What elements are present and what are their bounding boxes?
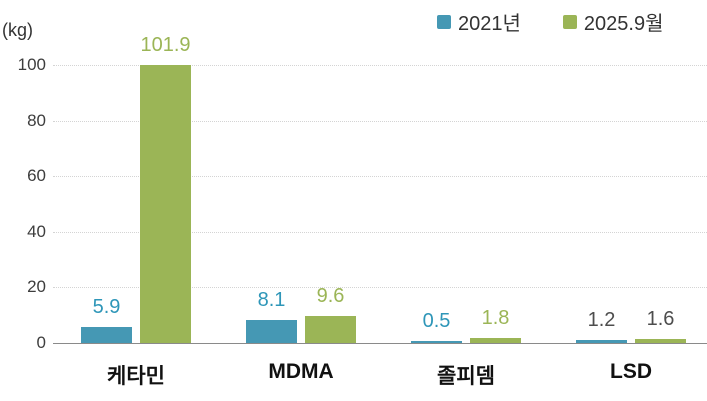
y-tick-0: 0 [36,333,46,352]
bar-series0-LSD [576,340,627,343]
legend-item-2025: 2025.9월 [562,7,664,36]
bar-series1-MDMA [305,316,356,343]
y-tick-40: 40 [27,221,46,241]
y-axis-unit-label: (kg) [2,20,33,40]
gridline-100 [53,65,707,66]
legend-swatch-2021-icon [437,14,451,29]
legend-label-2025: 2025.9월 [583,13,664,35]
legend: 2021년 2025.9월 [437,7,663,36]
bar-series0-졸피뎀 [411,341,462,343]
gridline-40 [53,231,707,233]
value-label-series1-MDMA: 9.6 [316,285,345,307]
bar-series1-LSD [635,339,686,343]
category-label-LSD: LSD [610,360,652,383]
y-tick-60: 60 [27,166,46,186]
legend-label-2021: 2021년 [458,13,521,35]
gridline-80 [53,120,707,122]
y-tick-20: 20 [27,277,46,297]
legend-swatch-2025-icon [562,14,577,29]
bar-series1-졸피뎀 [470,338,521,343]
value-label-series0-LSD: 1.2 [587,309,616,331]
bar-series1-케타민 [140,65,191,343]
value-label-series1-졸피뎀: 1.8 [481,307,510,329]
category-label-케타민: 케타민 [107,365,165,388]
legend-item-2021: 2021년 [437,7,521,36]
value-label-series0-MDMA: 8.1 [257,289,286,311]
value-label-series0-졸피뎀: 0.5 [422,310,451,332]
y-tick-80: 80 [27,110,46,130]
plot-area: 5.9 101.9 8.1 9.6 0.5 1.8 1.2 1.6 [53,34,707,344]
value-label-series1-LSD: 1.6 [646,308,675,330]
value-label-series1-케타민: 101.9 [140,34,191,56]
category-label-졸피뎀: 졸피뎀 [437,365,495,388]
y-tick-100: 100 [17,55,46,74]
bar-series0-케타민 [81,327,132,343]
value-label-series0-케타민: 5.9 [92,296,121,318]
category-label-MDMA: MDMA [268,360,334,383]
gridline-60 [53,176,707,178]
bar-series0-MDMA [246,320,297,343]
gridline-20 [53,287,707,289]
